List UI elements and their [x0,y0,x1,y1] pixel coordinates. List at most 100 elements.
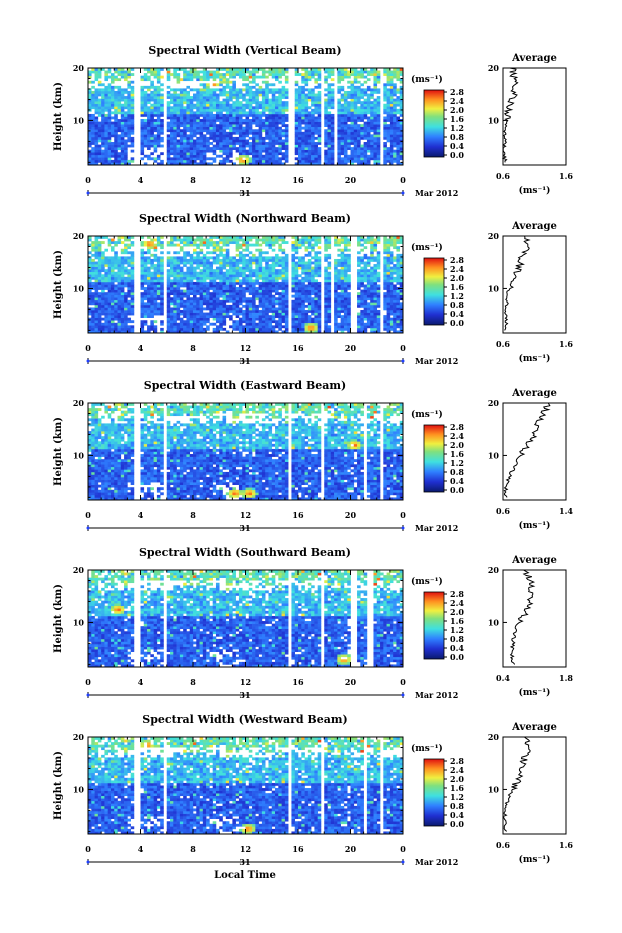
heatmap-cell [206,251,210,254]
heatmap-cell [390,96,394,99]
heatmap-cell [278,88,282,91]
heatmap-cell [114,127,118,130]
heatmap-cell [216,325,220,328]
heatmap-cell [262,94,266,97]
heatmap-cell [216,285,220,288]
heatmap-cell [177,244,181,247]
heatmap-cell [236,132,240,135]
heatmap-cell [167,155,171,158]
heatmap-cell [285,132,289,135]
heatmap-cell [262,239,266,242]
heatmap-cell [98,282,102,285]
heatmap-cell [387,94,391,97]
heatmap-cell [206,290,210,293]
heatmap-cell [131,264,135,267]
heatmap-cell [383,83,387,86]
heatmap-cell [259,155,263,158]
heatmap-cell [190,111,194,114]
heatmap-cell [91,272,95,275]
heatmap-cell [88,310,92,313]
heatmap-cell [190,152,194,155]
heatmap-cell [236,106,240,109]
heatmap-cell [200,239,204,242]
heatmap-cell [255,305,259,308]
heatmap-cell [91,300,95,303]
heatmap-cell [278,328,282,331]
heatmap-cell [328,147,332,150]
heatmap-cell [357,76,361,79]
heatmap-cell [367,127,371,130]
heatmap-cell [255,91,259,94]
heatmap-cell [141,323,145,326]
heatmap-cell [170,119,174,122]
heatmap-cell [160,313,164,316]
heatmap-cell [157,297,161,300]
heatmap-cell [121,287,125,290]
heatmap-cell [308,259,312,262]
heatmap-cell [252,279,256,282]
heatmap-cell [239,287,243,290]
heatmap-cell [180,155,184,158]
heatmap-cell [272,239,276,242]
heatmap-cell [114,142,118,145]
heatmap-cell [331,99,335,102]
heatmap-cell [275,239,279,242]
heatmap-cell [236,300,240,303]
heatmap-cell [124,256,128,259]
heatmap-cell [114,76,118,79]
heatmap-cell [127,81,131,84]
heatmap-cell [344,104,348,107]
heatmap-cell [305,152,309,155]
heatmap-cell [308,295,312,298]
heatmap-cell [213,251,217,254]
heatmap-cell [232,285,236,288]
heatmap-cell [249,101,253,104]
heatmap-cell [282,251,286,254]
heatmap-cell [108,71,112,74]
heatmap-cell [390,88,394,91]
heatmap-cell [213,106,217,109]
heatmap-cell [124,71,128,74]
heatmap-cell [275,88,279,91]
heatmap-cell [183,117,187,120]
heatmap-cell [383,73,387,76]
heatmap-cell [121,325,125,328]
heatmap-cell [88,152,92,155]
heatmap-cell [121,117,125,120]
heatmap-cell [111,323,115,326]
heatmap-cell [206,122,210,125]
heatmap-cell [298,145,302,148]
heatmap-cell [95,150,99,153]
heatmap-cell [150,264,154,267]
heatmap-cell [232,313,236,316]
heatmap-cell [101,328,105,331]
heatmap-cell [318,106,322,109]
heatmap-cell [354,147,358,150]
heatmap-cell [246,88,250,91]
heatmap-cell [311,76,315,79]
heatmap-cell [177,307,181,310]
heatmap-cell [383,152,387,155]
heatmap-cell [190,307,194,310]
heatmap-cell [157,109,161,112]
heatmap-cell [167,277,171,280]
heatmap-cell [193,127,197,130]
heatmap-cell [347,129,351,132]
heatmap-cell [91,285,95,288]
heatmap-cell [104,318,108,321]
heatmap-cell [311,325,315,328]
heatmap-cell [291,277,295,280]
heatmap-cell [141,76,145,79]
heatmap-cell [154,325,158,328]
heatmap-cell [213,269,217,272]
heatmap-cell [196,292,200,295]
heatmap-cell [262,111,266,114]
heatmap-cell [200,318,204,321]
heatmap-cell [311,152,315,155]
heatmap-cell [186,111,190,114]
heatmap-cell [347,147,351,150]
heatmap-cell [390,134,394,137]
heatmap-cell [229,256,233,259]
heatmap-cell [275,277,279,280]
heatmap-cell [242,127,246,130]
